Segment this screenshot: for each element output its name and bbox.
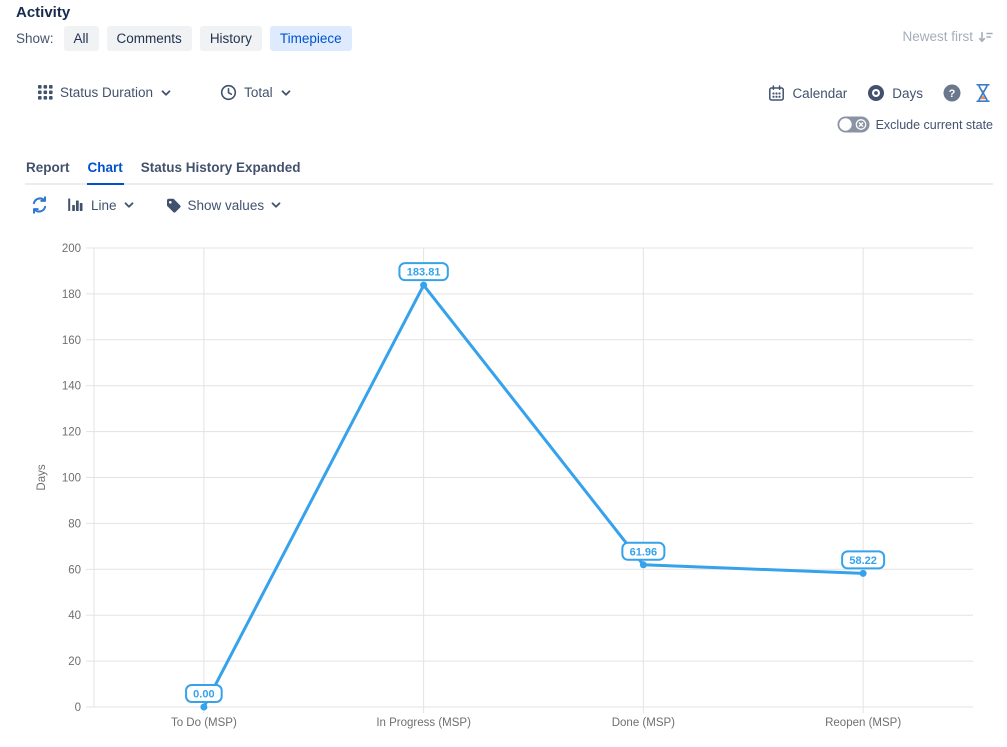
- filter-timepiece-button[interactable]: Timepiece: [269, 25, 352, 51]
- svg-text:20: 20: [68, 656, 81, 668]
- svg-text:140: 140: [62, 381, 81, 393]
- svg-text:In Progress (MSP): In Progress (MSP): [376, 717, 471, 729]
- chevron-down-icon: [270, 199, 282, 211]
- svg-text:160: 160: [62, 335, 81, 347]
- hourglass-icon: [975, 83, 991, 103]
- chevron-down-icon: [160, 87, 172, 99]
- exclude-current-state-label: Exclude current state: [875, 117, 993, 132]
- svg-text:180: 180: [62, 289, 81, 301]
- view-tabs: Report Chart Status History Expanded: [25, 157, 993, 185]
- show-values-dropdown[interactable]: Show values: [165, 197, 283, 214]
- tab-chart[interactable]: Chart: [86, 157, 124, 185]
- exclude-current-state-toggle[interactable]: [837, 116, 870, 133]
- unit-button[interactable]: Days: [867, 82, 923, 104]
- refresh-icon: [30, 196, 49, 214]
- svg-text:58.22: 58.22: [849, 555, 877, 567]
- metric-dropdown[interactable]: Status Duration: [38, 83, 172, 102]
- svg-text:Reopen (MSP): Reopen (MSP): [825, 717, 901, 729]
- eye-icon: [867, 84, 885, 102]
- tag-icon: [165, 197, 182, 214]
- timepiece-toolbar-left: Status Duration Total: [38, 82, 292, 103]
- tab-report[interactable]: Report: [25, 157, 71, 185]
- filter-all-button[interactable]: All: [63, 25, 99, 51]
- calendar-button[interactable]: Calendar: [768, 83, 847, 104]
- svg-text:?: ?: [949, 88, 956, 100]
- chart-type-value: Line: [91, 197, 117, 213]
- refresh-button[interactable]: [30, 196, 49, 214]
- filter-history-button[interactable]: History: [199, 25, 262, 51]
- aggregation-dropdown-value: Total: [244, 85, 273, 100]
- metric-dropdown-value: Status Duration: [60, 85, 154, 100]
- hourglass-button[interactable]: [975, 83, 991, 103]
- filter-comments-button[interactable]: Comments: [106, 25, 192, 51]
- show-values-value: Show values: [187, 197, 265, 213]
- help-button[interactable]: ?: [943, 84, 961, 102]
- show-label: Show:: [16, 30, 54, 46]
- sort-order-control[interactable]: Newest first: [902, 29, 993, 44]
- svg-text:60: 60: [68, 564, 81, 576]
- activity-filter-bar: Show: All Comments History Timepiece: [16, 25, 352, 51]
- svg-text:200: 200: [62, 243, 81, 255]
- exclude-current-state-row: Exclude current state: [837, 116, 993, 133]
- svg-text:0.00: 0.00: [193, 689, 214, 701]
- grid-icon: [38, 85, 53, 100]
- svg-text:40: 40: [68, 610, 81, 622]
- bar-chart-icon: [67, 197, 85, 213]
- chart-type-dropdown[interactable]: Line: [67, 197, 135, 213]
- question-mark-icon: ?: [943, 84, 961, 102]
- svg-text:To Do (MSP): To Do (MSP): [171, 717, 237, 729]
- sort-order-label: Newest first: [902, 29, 973, 44]
- aggregation-dropdown[interactable]: Total: [220, 82, 292, 103]
- status-duration-line-chart: 0 20 40 60 80 100 120 140 160 180 200 To Do (MSP) In…: [36, 243, 973, 729]
- calendar-button-label: Calendar: [792, 85, 848, 101]
- timepiece-toolbar-right: Calendar Days ?: [768, 82, 991, 104]
- sort-descending-icon: [978, 30, 993, 44]
- unit-button-label: Days: [892, 85, 923, 101]
- svg-text:Done (MSP): Done (MSP): [612, 717, 675, 729]
- chart-controls: Line Show values: [30, 196, 282, 214]
- svg-text:100: 100: [62, 473, 81, 485]
- clock-icon: [220, 84, 237, 101]
- svg-text:0: 0: [75, 702, 81, 714]
- svg-text:183.81: 183.81: [407, 267, 441, 279]
- chevron-down-icon: [280, 87, 292, 99]
- svg-text:61.96: 61.96: [630, 546, 658, 558]
- calendar-icon: [768, 84, 785, 102]
- svg-text:80: 80: [68, 518, 81, 530]
- page-title: Activity: [16, 4, 71, 21]
- chevron-down-icon: [123, 199, 135, 211]
- svg-text:Days: Days: [36, 464, 48, 490]
- svg-text:120: 120: [62, 427, 81, 439]
- tab-status-history-expanded[interactable]: Status History Expanded: [140, 157, 302, 185]
